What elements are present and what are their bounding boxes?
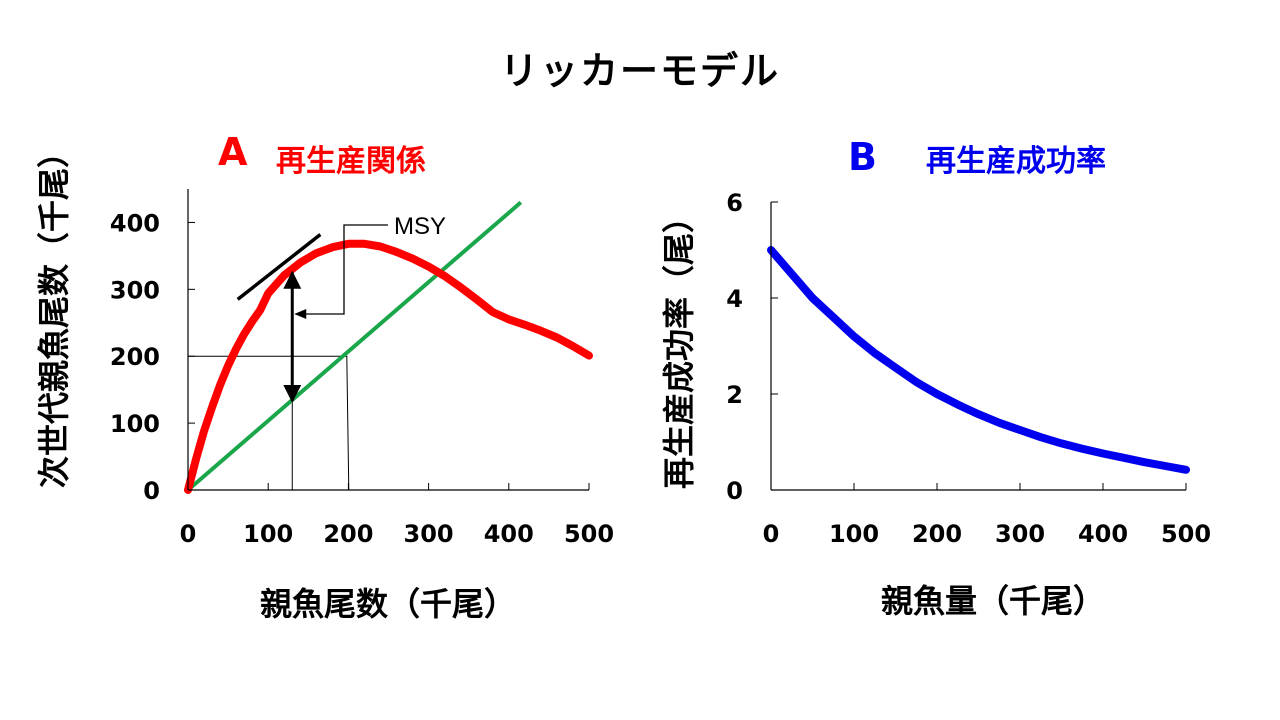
chart-b-x-tick-label: 0 <box>763 520 780 548</box>
panel-b-title: 再生産成功率 <box>926 144 1106 179</box>
msy-annotations <box>236 224 388 403</box>
ref-line-vertical-right <box>346 356 350 491</box>
msy-tangent-line <box>236 233 322 301</box>
panel-b-letter: B <box>848 135 877 179</box>
chart-a-x-tick-label: 400 <box>484 520 534 548</box>
msy-label: MSY <box>394 213 446 240</box>
chart-b-ylabel: 再生産成功率（尾） <box>660 201 698 489</box>
chart-b-x-tick-label: 400 <box>1078 520 1128 548</box>
chart-a: 0 100 200 300 400 500 0 100 200 300 400 MSY 親魚尾数（千… <box>35 136 614 623</box>
chart-b-x-tick-label: 500 <box>1161 520 1211 548</box>
panel-a-title: 再生産関係 <box>276 144 426 179</box>
chart-a-xlabel: 親魚尾数（千尾） <box>260 585 516 623</box>
chart-b: 0 100 200 300 400 500 0 2 4 6 親魚量（千尾） 再生産成功率（尾） <box>660 189 1211 620</box>
chart-a-ylabel: 次世代親魚尾数（千尾） <box>35 136 73 488</box>
chart-a-y-tick-label: 200 <box>110 343 160 371</box>
chart-b-y-tick-label: 2 <box>726 381 743 409</box>
chart-b-y-tick-label: 6 <box>726 189 743 217</box>
chart-b-xlabel: 親魚量（千尾） <box>881 582 1105 620</box>
chart-a-x-tick-label: 100 <box>243 520 293 548</box>
chart-b-x-tick-label: 100 <box>829 520 879 548</box>
chart-a-x-tick-label: 0 <box>180 520 197 548</box>
chart-a-x-tick-label: 500 <box>564 520 614 548</box>
success-rate-curve <box>767 246 1190 474</box>
chart-a-y-tick-label: 0 <box>143 477 160 505</box>
chart-b-series <box>767 246 1190 474</box>
chart-a-y-tick-label: 400 <box>110 209 160 237</box>
main-title: リッカーモデル <box>499 49 780 93</box>
chart-a-y-tick-label: 300 <box>110 276 160 304</box>
chart-a-series <box>184 200 593 494</box>
msy-callout-leader <box>300 224 388 315</box>
chart-b-y-tick-label: 0 <box>726 477 743 505</box>
replacement-line <box>186 200 523 492</box>
msy-callout-arrowhead <box>294 309 307 319</box>
panel-a-letter: A <box>218 130 248 174</box>
msy-reference-lines <box>188 270 350 491</box>
chart-a-x-tick-label: 200 <box>323 520 373 548</box>
chart-b-axes: 0 100 200 300 400 500 0 2 4 6 <box>726 189 1211 548</box>
chart-a-axes: 0 100 200 300 400 500 0 100 200 300 400 <box>110 189 614 548</box>
chart-b-y-tick-label: 4 <box>726 285 743 313</box>
chart-a-y-tick-label: 100 <box>110 410 160 438</box>
recruitment-curve <box>184 239 593 494</box>
chart-b-x-tick-label: 300 <box>995 520 1045 548</box>
chart-b-x-tick-label: 200 <box>912 520 962 548</box>
chart-a-x-tick-label: 300 <box>404 520 454 548</box>
